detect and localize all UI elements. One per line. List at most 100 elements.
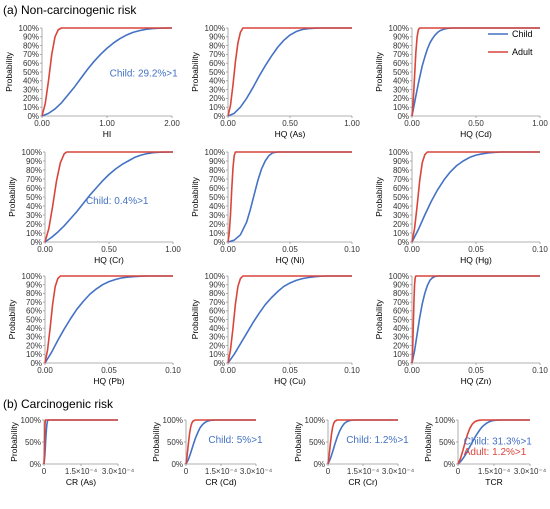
- annotation: Adult: 1.2%>1: [464, 447, 527, 458]
- chart-panel-9: 0%10%20%30%40%50%60%70%80%90%100% 0.00 0.0…: [374, 272, 548, 386]
- y-tick-label: 0%: [30, 238, 42, 247]
- y-tick-label: 60%: [26, 307, 42, 316]
- y-tick-label: 70%: [393, 175, 409, 184]
- y-tick-label: 50%: [439, 438, 455, 447]
- chart-panel-4: 0%10%20%30%40%50%60%70%80%90%100% 0.00 0.5…: [7, 148, 181, 265]
- y-tick-label: 80%: [26, 166, 42, 175]
- y-axis-label: Probability: [190, 299, 200, 339]
- chart-panel-13: 0% 50% 100% 0 1.5×10⁻⁴ 3.0×10⁻⁴ TCR Probability…: [423, 416, 547, 487]
- y-tick-label: 90%: [393, 33, 409, 42]
- series-line-adult: [227, 151, 352, 243]
- y-tick-label: 50%: [26, 193, 42, 202]
- y-tick-label: 40%: [26, 202, 42, 211]
- y-tick-label: 40%: [209, 202, 225, 211]
- y-tick-label: 80%: [393, 166, 409, 175]
- series-line-child: [43, 419, 118, 465]
- y-tick-label: 80%: [209, 289, 225, 298]
- y-tick-label: 0%: [313, 460, 325, 469]
- y-tick-label: 100%: [435, 416, 455, 425]
- y-axis-label: Probability: [4, 51, 14, 91]
- x-tick-label: 1.00: [99, 119, 115, 128]
- y-tick-label: 90%: [393, 281, 409, 290]
- y-tick-label: 90%: [209, 281, 225, 290]
- series-line-child: [411, 151, 540, 243]
- y-tick-label: 100%: [205, 24, 225, 33]
- series-line-child: [227, 27, 352, 117]
- y-tick-label: 20%: [26, 341, 42, 350]
- y-tick-label: 80%: [23, 41, 39, 50]
- y-tick-label: 60%: [209, 59, 225, 68]
- x-axis-label: HQ (Cu): [274, 376, 306, 386]
- chart-panel-8: 0%10%20%30%40%50%60%70%80%90%100% 0.00 0.0…: [190, 272, 360, 386]
- series-line-child: [44, 151, 174, 243]
- y-tick-label: 60%: [209, 184, 225, 193]
- y-axis-label: Probability: [374, 299, 384, 339]
- x-tick-label: 3.0×10⁻⁴: [382, 467, 415, 476]
- y-tick-label: 20%: [393, 220, 409, 229]
- series-line-adult: [227, 275, 352, 364]
- series-line-child: [227, 151, 352, 243]
- x-tick-label: 1.00: [532, 119, 548, 128]
- y-tick-label: 100%: [205, 148, 225, 157]
- y-tick-label: 30%: [393, 333, 409, 342]
- y-tick-label: 80%: [209, 41, 225, 50]
- series-line-adult: [411, 151, 540, 243]
- y-tick-label: 30%: [26, 333, 42, 342]
- chart-panel-12: 0% 50% 100% 0 1.5×10⁻⁴ 3.0×10⁻⁴ CR (Cr) Probabi…: [293, 416, 415, 487]
- x-tick-label: 0.05: [468, 245, 484, 254]
- y-axis-label: Probability: [7, 176, 17, 216]
- y-tick-label: 80%: [26, 289, 42, 298]
- x-axis-label: HI: [103, 129, 112, 139]
- x-tick-label: 0.00: [37, 245, 53, 254]
- chart-panel-11: 0% 50% 100% 0 1.5×10⁻⁴ 3.0×10⁻⁴ CR (Cd) Probabi…: [151, 416, 273, 487]
- y-tick-label: 70%: [26, 298, 42, 307]
- x-tick-label: 0.10: [165, 366, 181, 375]
- y-tick-label: 40%: [393, 324, 409, 333]
- y-tick-label: 30%: [209, 211, 225, 220]
- y-tick-label: 50%: [26, 315, 42, 324]
- y-tick-label: 10%: [393, 350, 409, 359]
- y-tick-label: 100%: [22, 272, 42, 281]
- y-axis-label: Probability: [9, 421, 19, 461]
- series-line-adult: [457, 419, 530, 465]
- y-tick-label: 100%: [163, 416, 183, 425]
- y-tick-label: 0%: [397, 238, 409, 247]
- x-tick-label: 0.50: [282, 119, 298, 128]
- y-tick-label: 100%: [19, 24, 39, 33]
- x-tick-label: 0.00: [220, 366, 236, 375]
- x-tick-label: 1.5×10⁻⁴: [205, 467, 238, 476]
- x-axis-label: HQ (As): [275, 129, 306, 139]
- series-line-adult: [44, 151, 173, 243]
- x-tick-label: 3.0×10⁻⁴: [514, 467, 547, 476]
- x-tick-label: 0.50: [101, 245, 117, 254]
- x-tick-label: 0.05: [282, 245, 298, 254]
- y-axis-label: Probability: [374, 51, 384, 91]
- y-tick-label: 50%: [309, 438, 325, 447]
- y-tick-label: 0%: [30, 359, 42, 368]
- y-tick-label: 30%: [393, 85, 409, 94]
- y-axis-label: Probability: [293, 421, 303, 461]
- y-tick-label: 40%: [393, 202, 409, 211]
- x-tick-label: 0.10: [344, 245, 360, 254]
- y-tick-label: 30%: [393, 211, 409, 220]
- y-tick-label: 60%: [23, 59, 39, 68]
- x-axis-label: HQ (Pb): [93, 376, 124, 386]
- x-tick-label: 0.00: [404, 245, 420, 254]
- y-tick-label: 70%: [393, 50, 409, 59]
- y-tick-label: 80%: [393, 41, 409, 50]
- chart-panel-7: 0%10%20%30%40%50%60%70%80%90%100% 0.00 0.0…: [7, 272, 181, 386]
- y-tick-label: 100%: [389, 272, 409, 281]
- chart-panel-10: 0% 50% 100% 0 1.5×10⁻⁴ 3.0×10⁻⁴ CR (As) Probabi…: [9, 416, 135, 487]
- y-tick-label: 90%: [26, 281, 42, 290]
- y-axis-label: Probability: [190, 51, 200, 91]
- x-axis-label: HQ (Zn): [461, 376, 492, 386]
- y-tick-label: 10%: [393, 103, 409, 112]
- y-tick-label: 90%: [209, 33, 225, 42]
- y-tick-label: 60%: [393, 59, 409, 68]
- y-tick-label: 50%: [25, 438, 41, 447]
- y-tick-label: 10%: [23, 103, 39, 112]
- y-tick-label: 0%: [213, 359, 225, 368]
- x-tick-label: 3.0×10⁻⁴: [102, 467, 135, 476]
- series-line-adult: [185, 419, 256, 465]
